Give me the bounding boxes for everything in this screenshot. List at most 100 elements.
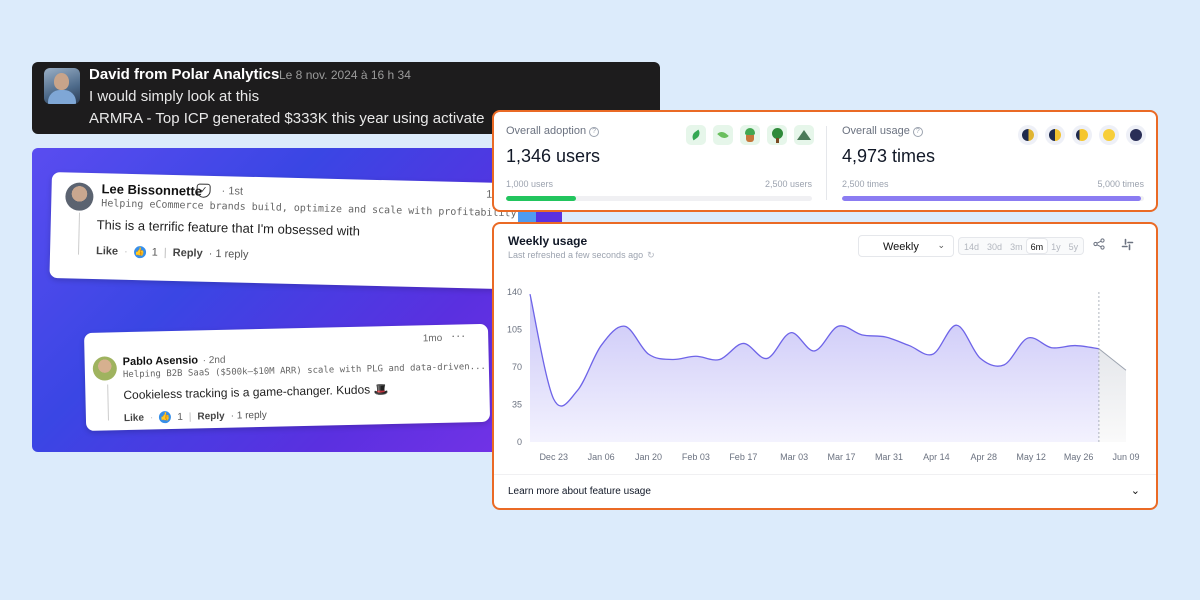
usage-area xyxy=(530,294,1099,442)
stat-divider xyxy=(826,126,827,200)
period-select[interactable]: Weekly ⌄ xyxy=(858,235,954,257)
adoption-progress-fill xyxy=(506,196,577,201)
x-tick-label: May 26 xyxy=(1064,452,1094,462)
separator: · xyxy=(149,411,154,424)
waxing-moon-icon[interactable] xyxy=(1072,125,1092,145)
projected-area xyxy=(1098,348,1126,442)
adoption-progress-bar xyxy=(506,196,812,201)
message-line-2: ARMRA - Top ICP generated $333K this yea… xyxy=(89,110,485,127)
chevron-down-icon: ⌄ xyxy=(937,240,945,250)
divider: | xyxy=(163,246,167,259)
x-tick-label: Mar 17 xyxy=(828,452,856,462)
usage-value: 4,973 times xyxy=(842,146,936,166)
refresh-icon[interactable]: ↻ xyxy=(647,250,655,260)
y-tick-label: 0 xyxy=(517,437,522,447)
y-tick-label: 140 xyxy=(507,287,522,297)
weekly-usage-chart: 140 105 70 35 0 Dec 23 Jan 06 Jan 20 Feb 03 Feb 1… xyxy=(507,287,1140,462)
range-option-3m[interactable]: 3m xyxy=(1010,242,1023,252)
x-tick-label: Jan 20 xyxy=(635,452,662,462)
range-option-14d[interactable]: 14d xyxy=(964,242,980,252)
connection-degree: · 1st xyxy=(221,185,244,198)
period-value: Weekly xyxy=(883,241,919,253)
potted-plant-icon[interactable] xyxy=(740,125,760,145)
avatar[interactable] xyxy=(65,182,94,212)
chevron-down-icon[interactable]: ⌄ xyxy=(1130,485,1140,497)
x-tick-label: Mar 03 xyxy=(780,452,808,462)
range-option-1y[interactable]: 1y xyxy=(1051,242,1061,252)
new-moon-icon[interactable] xyxy=(1018,125,1038,145)
tree-icon[interactable] xyxy=(767,125,787,145)
refresh-status: Last refreshed a few seconds ago ↻ xyxy=(508,250,655,260)
range-option-5y[interactable]: 5y xyxy=(1068,242,1079,252)
slack-icon[interactable] xyxy=(1120,238,1134,252)
info-icon[interactable]: ? xyxy=(589,127,600,137)
x-tick-label: Apr 14 xyxy=(923,452,950,462)
like-button[interactable]: Like xyxy=(123,412,145,424)
comment-card: Pablo Asensio · 2nd Helping B2B SaaS ($5… xyxy=(84,323,491,431)
reply-count[interactable]: · 1 reply xyxy=(208,247,249,261)
herb-icon[interactable] xyxy=(713,125,733,145)
thumbs-up-icon: 👍 xyxy=(133,246,146,259)
projected-line xyxy=(1098,348,1127,371)
share-icon[interactable] xyxy=(1092,238,1106,252)
mountain-icon[interactable] xyxy=(794,125,814,145)
learn-more-link[interactable]: Learn more about feature usage xyxy=(508,486,651,497)
x-tick-label: Dec 23 xyxy=(539,452,568,462)
usage-label: Overall usage? xyxy=(842,125,923,137)
like-count: 1 xyxy=(151,246,159,259)
x-tick-label: Feb 03 xyxy=(682,452,710,462)
y-tick-label: 70 xyxy=(512,362,522,372)
usage-stat: Overall usage? 4,973 times 2,500 times 5… xyxy=(826,112,1156,210)
sprout-icon[interactable] xyxy=(686,125,706,145)
reply-button[interactable]: Reply xyxy=(197,410,225,422)
reply-count[interactable]: · 1 reply xyxy=(230,409,267,422)
comment-text: Cookieless tracking is a game-changer. K… xyxy=(123,382,389,403)
y-tick-label: 105 xyxy=(507,325,522,335)
verified-icon: ✓ xyxy=(196,183,211,198)
avatar[interactable] xyxy=(92,356,118,381)
commenter-name[interactable]: Lee Bissonnette xyxy=(101,181,203,199)
learn-more-row[interactable]: Learn more about feature usage ⌄ xyxy=(494,474,1156,508)
x-tick-label: Jan 06 xyxy=(588,452,615,462)
divider: | xyxy=(188,411,192,423)
full-sun-icon[interactable] xyxy=(1099,125,1119,145)
comment-text: This is a terrific feature that I'm obse… xyxy=(96,217,361,239)
range-option-6m[interactable]: 6m xyxy=(1026,239,1048,253)
adoption-badges xyxy=(686,125,814,145)
adoption-max: 2,500 users xyxy=(764,179,812,189)
commenter-headline: Helping eCommerce brands build, optimize… xyxy=(101,198,535,220)
thread-line xyxy=(107,384,109,421)
linkedin-comments-panel: Lee Bissonnette ✓ · 1st Helping eCommerc… xyxy=(32,148,562,452)
separator: · xyxy=(123,245,128,258)
x-tick-label: Jun 09 xyxy=(1112,452,1139,462)
commenter-name[interactable]: Pablo Asensio xyxy=(122,354,199,369)
message-line-1: I would simply look at this xyxy=(89,88,260,105)
sender-avatar[interactable] xyxy=(44,68,80,104)
usage-line xyxy=(529,293,1099,407)
range-option-30d[interactable]: 30d xyxy=(987,242,1003,252)
x-tick-label: Feb 17 xyxy=(729,452,757,462)
slack-message: David from Polar Analytics Le 8 nov. 202… xyxy=(32,62,660,134)
dark-moon-icon[interactable] xyxy=(1126,125,1146,145)
usage-badges xyxy=(1018,125,1146,145)
more-options-icon[interactable]: ··· xyxy=(450,328,467,343)
x-tick-label: Mar 31 xyxy=(875,452,903,462)
like-button[interactable]: Like xyxy=(95,245,119,258)
sender-name[interactable]: David from Polar Analytics xyxy=(89,66,280,83)
message-timestamp[interactable]: Le 8 nov. 2024 à 16 h 34 xyxy=(279,68,411,82)
thread-line xyxy=(77,212,81,255)
range-toggle: 14d 30d 3m 6m 1y 5y xyxy=(958,237,1085,255)
comment-age: 1mo xyxy=(422,332,443,345)
adoption-value: 1,346 users xyxy=(506,146,601,166)
x-tick-label: May 12 xyxy=(1016,452,1046,462)
usage-max: 5,000 times xyxy=(1097,179,1144,189)
adoption-stat: Overall adoption? 1,346 users 1,000 user… xyxy=(494,112,824,210)
reply-button[interactable]: Reply xyxy=(172,246,203,260)
info-icon[interactable]: ? xyxy=(912,127,923,137)
weekly-usage-panel: Weekly usage Last refreshed a few second… xyxy=(492,222,1158,510)
connection-degree: · 2nd xyxy=(202,354,226,367)
adoption-label: Overall adoption? xyxy=(506,125,600,137)
thumbs-up-icon: 👍 xyxy=(159,411,172,424)
first-quarter-moon-icon[interactable] xyxy=(1045,125,1065,145)
like-count: 1 xyxy=(177,411,183,423)
